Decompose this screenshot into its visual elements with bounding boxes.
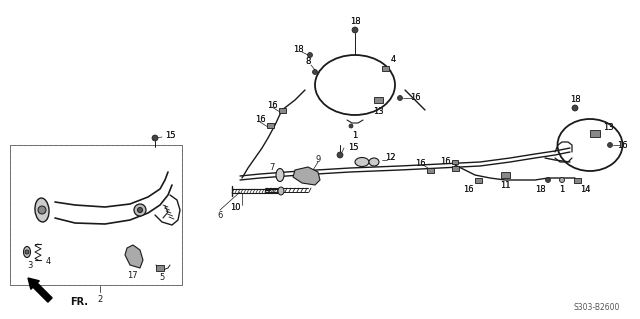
Text: 16: 16 [267, 100, 277, 109]
Text: 16: 16 [617, 140, 627, 150]
Text: 8: 8 [305, 57, 310, 66]
Text: 14: 14 [580, 186, 590, 195]
Circle shape [312, 70, 317, 75]
Circle shape [307, 53, 312, 57]
Text: 16: 16 [463, 186, 474, 195]
Bar [266, 122, 273, 128]
Text: 1: 1 [353, 130, 358, 139]
Text: 15: 15 [348, 144, 358, 152]
Text: 18: 18 [349, 18, 360, 26]
Ellipse shape [369, 158, 379, 166]
Text: 12: 12 [385, 153, 396, 162]
Text: 16: 16 [440, 158, 451, 167]
Circle shape [152, 135, 158, 141]
Bar [474, 177, 481, 182]
Bar [573, 177, 580, 182]
Text: 18: 18 [534, 186, 545, 195]
Text: 13: 13 [603, 123, 613, 132]
Ellipse shape [278, 187, 284, 195]
Text: 16: 16 [463, 186, 474, 195]
Circle shape [352, 27, 358, 33]
Text: 16: 16 [410, 93, 420, 102]
Text: 4: 4 [390, 56, 396, 64]
Text: 18: 18 [349, 18, 360, 26]
Text: 11: 11 [500, 182, 510, 190]
Circle shape [25, 250, 29, 254]
Circle shape [38, 206, 46, 214]
Text: 15: 15 [348, 144, 358, 152]
Text: 15: 15 [164, 131, 175, 140]
Text: 6: 6 [218, 211, 223, 219]
Circle shape [607, 143, 612, 147]
Text: 9: 9 [316, 155, 321, 165]
Text: 5: 5 [159, 273, 164, 283]
Text: 16: 16 [255, 115, 266, 124]
Text: 10: 10 [230, 204, 240, 212]
Circle shape [572, 105, 578, 111]
Ellipse shape [276, 168, 284, 182]
Text: 16: 16 [617, 140, 627, 150]
Circle shape [337, 152, 343, 158]
Text: 8: 8 [305, 57, 310, 66]
Text: 16: 16 [267, 100, 277, 109]
Text: S303-B2600: S303-B2600 [573, 302, 620, 311]
Text: 16: 16 [255, 115, 266, 124]
Bar [590, 130, 600, 137]
Text: 13: 13 [372, 108, 383, 116]
Text: 2: 2 [97, 295, 102, 305]
Text: 13: 13 [372, 108, 383, 116]
Bar [451, 166, 458, 170]
Bar [10, 145, 182, 285]
Text: 16: 16 [410, 93, 420, 102]
Text: 1: 1 [559, 186, 564, 195]
Ellipse shape [24, 247, 31, 257]
Text: 18: 18 [292, 46, 303, 55]
Text: 18: 18 [570, 95, 580, 105]
Text: 4: 4 [45, 257, 51, 266]
Text: 7: 7 [269, 164, 275, 173]
Text: 18: 18 [292, 46, 303, 55]
Text: 18: 18 [570, 95, 580, 105]
Text: FR.: FR. [70, 297, 88, 307]
Bar [278, 108, 285, 113]
Text: 16: 16 [440, 158, 451, 167]
Text: 11: 11 [500, 182, 510, 190]
Circle shape [559, 177, 564, 182]
Text: 15: 15 [164, 131, 175, 140]
Text: 17: 17 [127, 271, 138, 279]
Bar [452, 160, 458, 164]
Text: 16: 16 [415, 159, 426, 167]
Circle shape [349, 124, 353, 128]
Ellipse shape [355, 158, 369, 167]
Bar [374, 97, 383, 103]
Polygon shape [293, 167, 320, 185]
Text: 16: 16 [415, 159, 426, 167]
Ellipse shape [35, 198, 49, 222]
Text: 18: 18 [534, 186, 545, 195]
Text: 4: 4 [390, 56, 396, 64]
Text: 1: 1 [353, 130, 358, 139]
Text: 13: 13 [603, 123, 613, 132]
Bar [381, 65, 388, 70]
Polygon shape [125, 245, 143, 268]
Circle shape [138, 207, 143, 212]
Text: 1: 1 [559, 186, 564, 195]
Circle shape [397, 95, 403, 100]
FancyArrow shape [28, 278, 52, 302]
Bar [500, 172, 509, 178]
Text: 14: 14 [580, 186, 590, 195]
Bar [156, 265, 164, 271]
Text: 12: 12 [385, 153, 396, 162]
Circle shape [545, 177, 550, 182]
Text: 10: 10 [230, 204, 240, 212]
Text: 3: 3 [28, 261, 33, 270]
Bar [426, 167, 433, 173]
Circle shape [134, 204, 146, 216]
